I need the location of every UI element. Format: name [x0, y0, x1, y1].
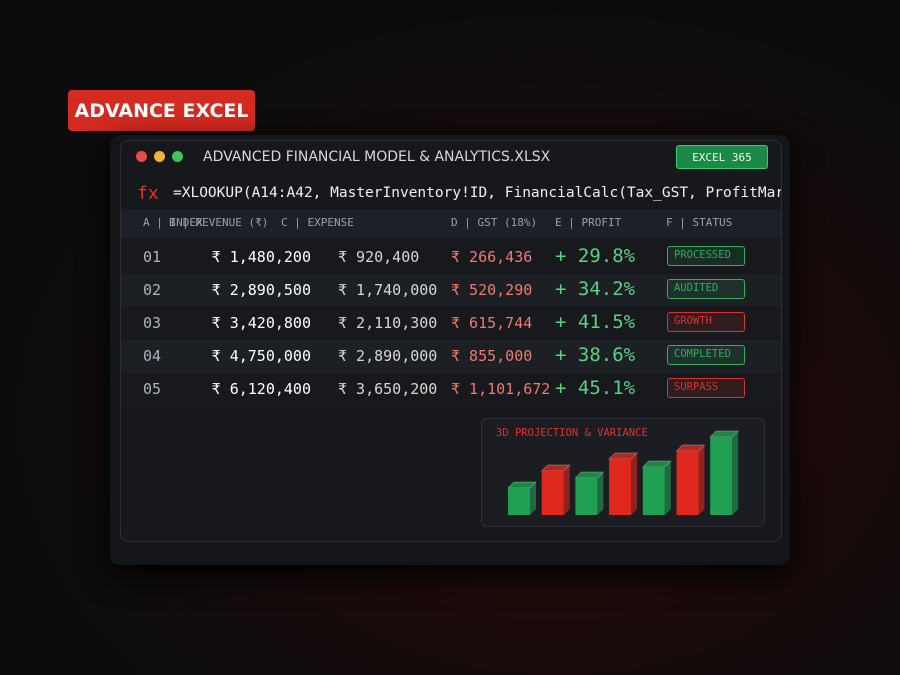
revenue-cell[interactable]: ₹ 1,480,200 — [211, 248, 311, 266]
table-row: 02 ₹ 2,890,500 ₹ 1,740,000 ₹ 520,290 + 34.2%… — [121, 274, 781, 307]
profit-cell[interactable]: + 34.2% — [555, 278, 636, 300]
window-title: ADVANCED FINANCIAL MODEL & ANALYTICS.XLS… — [203, 149, 551, 165]
revenue-cell[interactable]: ₹ 4,750,000 — [211, 347, 311, 365]
sheet-panel: ADVANCED FINANCIAL MODEL & ANALYTICS.XLS… — [120, 140, 782, 542]
maximize-dot[interactable] — [172, 151, 183, 162]
fx-icon: fx — [137, 183, 159, 204]
bar — [676, 451, 699, 515]
expense-cell[interactable]: ₹ 3,650,200 — [338, 380, 438, 398]
profit-cell[interactable]: + 38.6% — [555, 344, 636, 366]
revenue-cell[interactable]: ₹ 3,420,800 — [211, 314, 311, 332]
profit-cell[interactable]: + 45.1% — [555, 377, 636, 399]
bar-side — [698, 445, 705, 515]
bar — [642, 467, 665, 515]
column-header[interactable]: C | EXPENSE — [281, 216, 354, 229]
status-badge[interactable]: AUDITED — [667, 279, 745, 299]
column-header[interactable]: E | PROFIT — [555, 216, 622, 229]
index-cell[interactable]: 04 — [143, 347, 162, 365]
bar — [710, 437, 733, 515]
bar — [508, 488, 530, 515]
column-header[interactable]: F | STATUS — [666, 216, 733, 229]
status-badge[interactable]: PROCESSED — [667, 246, 745, 266]
projection-chart — [506, 430, 740, 515]
projection-panel: 3D PROJECTION & VARIANCE — [481, 418, 765, 527]
bar — [541, 471, 564, 515]
profit-cell[interactable]: + 29.8% — [555, 245, 636, 267]
status-badge[interactable]: COMPLETED — [667, 345, 745, 365]
bar-side — [563, 465, 570, 515]
app-tag: EXCEL 365 — [676, 145, 768, 169]
minimize-dot[interactable] — [154, 151, 165, 162]
table-row: 04 ₹ 4,750,000 ₹ 2,890,000 ₹ 855,000 + 38.6%… — [121, 340, 781, 373]
status-badge[interactable]: SURPASS — [667, 378, 745, 398]
header-row: A | INDEX B | REVENUE (₹) C | EXPENSE D | G… — [121, 209, 781, 238]
gst-cell[interactable]: ₹ 520,290 — [451, 281, 533, 299]
expense-cell[interactable]: ₹ 2,110,300 — [338, 314, 438, 332]
column-header[interactable]: B | REVENUE (₹) — [169, 216, 269, 229]
revenue-cell[interactable]: ₹ 2,890,500 — [211, 281, 311, 299]
bar-side — [664, 461, 671, 515]
formula-text[interactable]: =XLOOKUP(A14:A42, MasterInventory!ID, Fi… — [173, 185, 781, 201]
index-cell[interactable]: 05 — [143, 380, 162, 398]
gst-cell[interactable]: ₹ 855,000 — [451, 347, 533, 365]
expense-cell[interactable]: ₹ 920,400 — [338, 248, 420, 266]
column-header[interactable]: A | INDEX — [143, 216, 203, 229]
gst-cell[interactable]: ₹ 1,101,672 — [451, 380, 551, 398]
bar-side — [597, 472, 604, 515]
index-cell[interactable]: 01 — [143, 248, 162, 266]
bar — [575, 478, 598, 515]
badge: ADVANCE EXCEL — [68, 90, 255, 131]
column-header[interactable]: D | GST (18%) — [451, 216, 538, 229]
table-row: 03 ₹ 3,420,800 ₹ 2,110,300 ₹ 615,744 + 41.5%… — [121, 307, 781, 340]
projection-title: 3D PROJECTION & VARIANCE — [496, 427, 648, 439]
index-cell[interactable]: 02 — [143, 281, 162, 299]
table-row: 01 ₹ 1,480,200 ₹ 920,400 ₹ 266,436 + 29.8% PR… — [121, 241, 781, 274]
bar-side — [732, 431, 739, 515]
table-row: 05 ₹ 6,120,400 ₹ 3,650,200 ₹ 1,101,672 + 45.… — [121, 373, 781, 406]
profit-cell[interactable]: + 41.5% — [555, 311, 636, 333]
revenue-cell[interactable]: ₹ 6,120,400 — [211, 380, 311, 398]
expense-cell[interactable]: ₹ 1,740,000 — [338, 281, 438, 299]
close-dot[interactable] — [136, 151, 147, 162]
index-cell[interactable]: 03 — [143, 314, 162, 332]
bar-side — [631, 453, 638, 515]
status-badge[interactable]: GROWTH — [667, 312, 745, 332]
gst-cell[interactable]: ₹ 615,744 — [451, 314, 533, 332]
bar-side — [530, 482, 536, 515]
gst-cell[interactable]: ₹ 266,436 — [451, 248, 533, 266]
bar — [609, 459, 632, 515]
expense-cell[interactable]: ₹ 2,890,000 — [338, 347, 438, 365]
